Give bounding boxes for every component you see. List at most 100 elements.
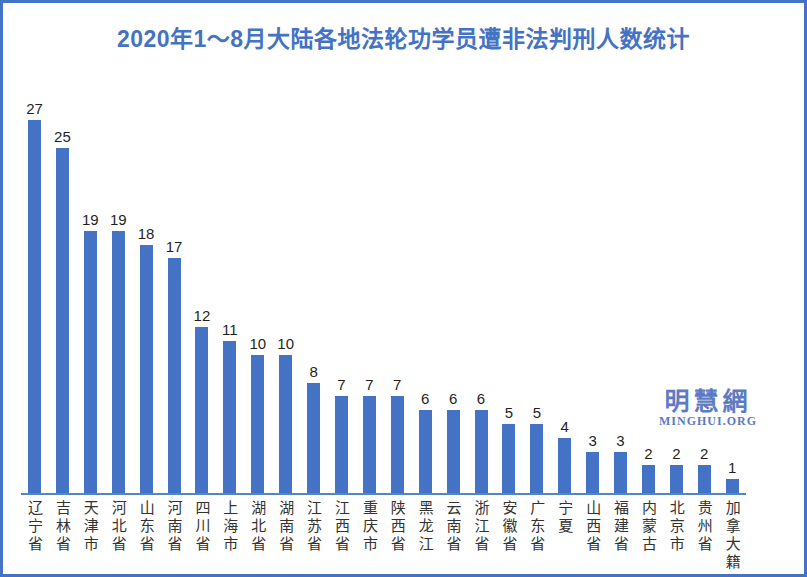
category-label: 湖南省 (278, 500, 293, 554)
bar (195, 327, 208, 493)
bar-column: 4 (551, 418, 578, 493)
category-slot: 云南省 (440, 500, 467, 554)
category-slot: 山东省 (133, 500, 160, 554)
plot-area: 272519191817121110108777666554332221 (21, 88, 746, 495)
category-label: 吉林省 (55, 500, 70, 554)
category-label: 重庆市 (362, 500, 377, 554)
category-label: 江苏省 (306, 500, 321, 554)
data-label: 25 (54, 128, 71, 146)
bar-column: 10 (244, 335, 271, 493)
category-slot: 安徽省 (495, 500, 522, 554)
bar-column: 3 (607, 432, 634, 493)
category-label: 河南省 (167, 500, 182, 554)
category-slot: 加拿大籍 (719, 500, 746, 572)
category-slot: 湖南省 (272, 500, 299, 554)
data-label: 7 (365, 376, 373, 394)
category-label: 陕西省 (390, 500, 405, 554)
bar-column: 6 (412, 390, 439, 493)
bar (363, 396, 376, 493)
data-label: 12 (194, 307, 211, 325)
category-label: 福建省 (613, 500, 628, 554)
bar (475, 410, 488, 493)
minghui-watermark: 明慧網 MINGHUI.ORG (658, 388, 758, 428)
data-label: 17 (166, 238, 183, 256)
bar (112, 231, 125, 493)
bar-column: 7 (328, 376, 355, 493)
category-slot: 广东省 (523, 500, 550, 554)
data-label: 19 (82, 211, 99, 229)
bar (251, 355, 264, 493)
data-label: 10 (277, 335, 294, 353)
category-label: 上海市 (222, 500, 237, 554)
category-slot: 黑龙江 (412, 500, 439, 554)
bar (670, 465, 683, 493)
bar (335, 396, 348, 493)
category-label: 加拿大籍 (725, 500, 740, 572)
bar (168, 258, 181, 493)
bar (391, 396, 404, 493)
data-label: 3 (616, 432, 624, 450)
bar-column: 2 (691, 445, 718, 493)
category-label: 贵州省 (697, 500, 712, 554)
chart-frame: 2020年1～8月大陆各地法轮功学员遭非法判刑人数统计 272519191817… (0, 0, 807, 577)
category-label: 云南省 (446, 500, 461, 554)
category-label: 江西省 (334, 500, 349, 554)
category-slot: 湖北省 (244, 500, 271, 554)
bar (726, 479, 739, 493)
minghui-logo-latin: MINGHUI.ORG (658, 414, 758, 428)
category-slot: 宁夏 (551, 500, 578, 536)
category-label: 四川省 (194, 500, 209, 554)
data-label: 2 (644, 445, 652, 463)
data-label: 6 (421, 390, 429, 408)
data-label: 10 (249, 335, 266, 353)
category-slot: 内蒙古 (635, 500, 662, 554)
bar-column: 19 (77, 211, 104, 493)
category-label: 天津市 (83, 500, 98, 554)
bar-column: 8 (300, 363, 327, 493)
category-label: 黑龙江 (418, 500, 433, 554)
data-label: 1 (728, 459, 736, 477)
category-label: 湖北省 (250, 500, 265, 554)
bar-column: 2 (635, 445, 662, 493)
category-slot: 四川省 (188, 500, 215, 554)
bar-column: 12 (188, 307, 215, 493)
data-label: 6 (449, 390, 457, 408)
data-label: 11 (222, 321, 238, 339)
data-label: 3 (588, 432, 596, 450)
data-label: 5 (533, 404, 541, 422)
category-label: 北京市 (669, 500, 684, 554)
bar-column: 3 (579, 432, 606, 493)
bar (84, 231, 97, 493)
bar (586, 452, 599, 493)
data-label: 2 (672, 445, 680, 463)
category-label: 浙江省 (474, 500, 489, 554)
bar-column: 1 (719, 459, 746, 493)
bar (419, 410, 432, 493)
category-slot: 福建省 (607, 500, 634, 554)
data-label: 5 (505, 404, 513, 422)
data-label: 8 (309, 363, 317, 381)
category-slot: 江西省 (328, 500, 355, 554)
bar (56, 148, 69, 493)
bar-column: 10 (272, 335, 299, 493)
category-axis: 辽宁省吉林省天津市河北省山东省河南省四川省上海市湖北省湖南省江苏省江西省重庆市陕… (21, 500, 746, 572)
bar-column: 6 (468, 390, 495, 493)
chart-title: 2020年1～8月大陆各地法轮功学员遭非法判刑人数统计 (3, 20, 804, 54)
bar (28, 120, 41, 493)
category-label: 广东省 (529, 500, 544, 554)
bar-column: 5 (523, 404, 550, 493)
category-label: 山东省 (139, 500, 154, 554)
category-slot: 贵州省 (691, 500, 718, 554)
bar (642, 465, 655, 493)
bar (447, 410, 460, 493)
category-label: 辽宁省 (27, 500, 42, 554)
bar-column: 5 (495, 404, 522, 493)
category-slot: 北京市 (663, 500, 690, 554)
data-label: 7 (337, 376, 345, 394)
category-label: 宁夏 (557, 500, 572, 536)
bar-column: 19 (105, 211, 132, 493)
bar-column: 25 (49, 128, 76, 493)
category-slot: 天津市 (77, 500, 104, 554)
bar (307, 383, 320, 493)
category-slot: 吉林省 (49, 500, 76, 554)
